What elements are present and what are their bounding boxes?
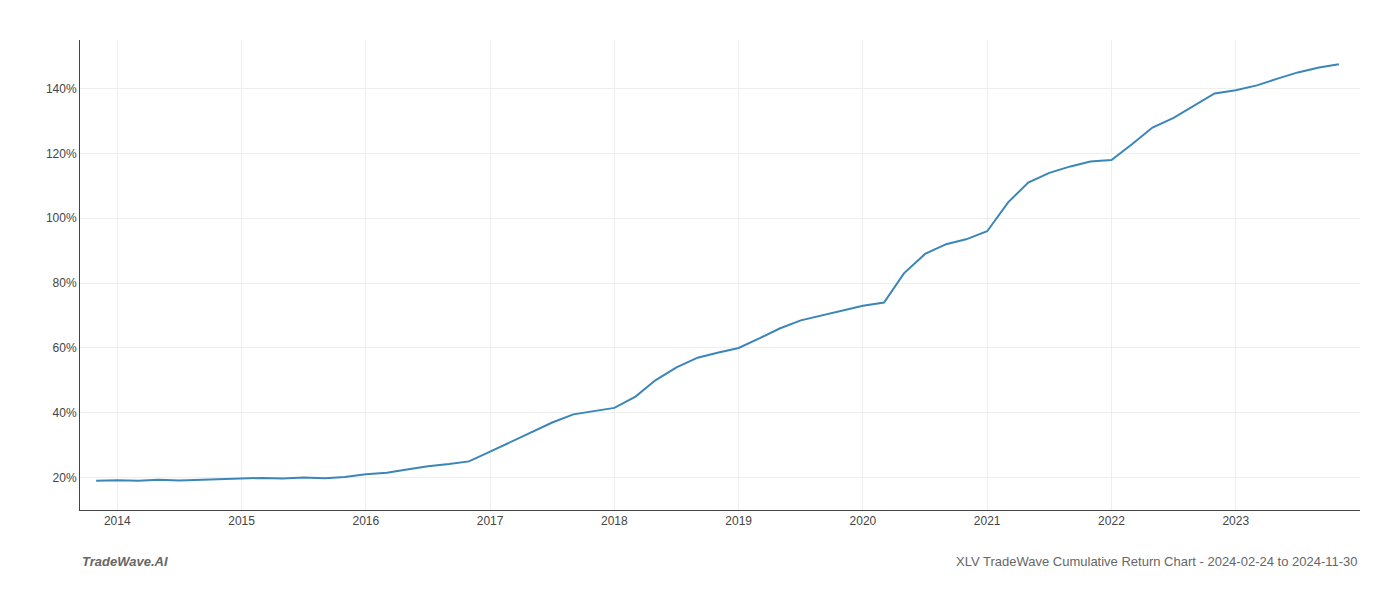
svg-text:2020: 2020 (850, 514, 877, 528)
svg-text:2015: 2015 (228, 514, 255, 528)
svg-text:40%: 40% (53, 406, 77, 420)
svg-text:120%: 120% (46, 147, 77, 161)
svg-text:2018: 2018 (601, 514, 628, 528)
svg-text:2023: 2023 (1222, 514, 1249, 528)
svg-text:2016: 2016 (352, 514, 379, 528)
svg-text:80%: 80% (53, 276, 77, 290)
svg-text:100%: 100% (46, 211, 77, 225)
svg-text:20%: 20% (53, 471, 77, 485)
svg-text:TradeWave.AI: TradeWave.AI (82, 554, 168, 569)
svg-text:2021: 2021 (974, 514, 1001, 528)
svg-text:140%: 140% (46, 82, 77, 96)
svg-text:2019: 2019 (725, 514, 752, 528)
svg-text:60%: 60% (53, 341, 77, 355)
svg-text:2022: 2022 (1098, 514, 1125, 528)
svg-text:XLV TradeWave Cumulative Retur: XLV TradeWave Cumulative Return Chart - … (956, 554, 1358, 569)
svg-text:2017: 2017 (477, 514, 504, 528)
svg-text:2014: 2014 (104, 514, 131, 528)
